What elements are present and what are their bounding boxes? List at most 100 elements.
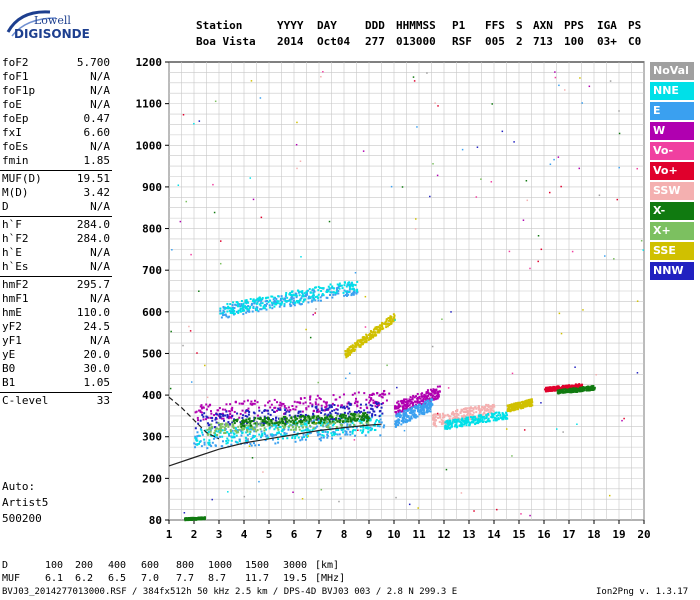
echo-point	[369, 335, 372, 338]
echo-point	[346, 427, 349, 430]
noise-point	[317, 381, 319, 384]
echo-point	[227, 432, 230, 435]
echo-point	[301, 293, 304, 296]
echo-point	[423, 413, 426, 416]
echo-point	[301, 291, 304, 294]
echo-point	[322, 434, 325, 437]
noise-point	[299, 160, 302, 162]
echo-point	[426, 389, 429, 392]
echo-point	[317, 403, 320, 406]
echo-point	[478, 411, 481, 414]
echo-point	[225, 315, 228, 318]
echo-point	[221, 412, 224, 415]
echo-point	[186, 517, 189, 520]
echo-point	[397, 414, 400, 417]
echo-point	[414, 403, 417, 406]
echo-point	[465, 420, 468, 423]
echo-point	[434, 415, 437, 418]
echo-point	[267, 424, 270, 427]
echo-point	[364, 340, 367, 343]
echo-point	[351, 281, 354, 284]
echo-point	[229, 403, 232, 406]
echo-point	[251, 300, 254, 303]
echo-point	[198, 409, 201, 412]
echo-point	[271, 422, 274, 425]
echo-point	[319, 418, 322, 421]
echo-point	[303, 396, 306, 399]
echo-point	[217, 421, 220, 424]
noise-point	[554, 76, 557, 79]
echo-point	[284, 415, 287, 418]
echo-point	[325, 421, 328, 424]
echo-point	[579, 390, 582, 393]
echo-point	[250, 304, 253, 307]
echo-point	[291, 424, 294, 427]
echo-point	[298, 299, 301, 302]
echo-point	[351, 422, 354, 425]
echo-point	[483, 405, 486, 408]
echo-point	[363, 336, 366, 339]
echo-point	[242, 313, 245, 316]
echo-point	[245, 301, 248, 304]
echo-point	[321, 292, 324, 295]
echo-point	[266, 434, 269, 437]
echo-point	[335, 426, 338, 429]
echo-point	[471, 420, 474, 423]
echo-point	[579, 388, 582, 391]
echo-point	[268, 427, 271, 430]
echo-point	[362, 412, 365, 415]
echo-point	[347, 401, 350, 404]
echo-point	[283, 303, 286, 306]
echo-point	[410, 401, 413, 404]
echo-point	[318, 416, 321, 419]
echo-point	[582, 388, 585, 391]
echo-point	[454, 412, 457, 415]
noise-point	[616, 198, 619, 201]
echo-point	[240, 427, 243, 430]
echo-point	[513, 402, 516, 405]
echo-point	[557, 390, 560, 393]
echo-point	[452, 417, 455, 420]
echo-point	[352, 412, 355, 415]
echo-point	[345, 420, 348, 423]
echo-point	[398, 418, 401, 421]
echo-point	[229, 303, 232, 306]
echo-point	[590, 385, 593, 388]
echo-point	[327, 418, 330, 421]
echo-point	[307, 422, 310, 425]
echo-point	[468, 407, 471, 410]
echo-point	[574, 387, 577, 390]
echo-point	[260, 435, 263, 438]
echo-point	[520, 407, 523, 410]
x-tick-label: 17	[562, 528, 575, 541]
echo-point	[197, 434, 200, 437]
echo-point	[274, 442, 277, 445]
param-label: foF1	[2, 70, 29, 83]
echo-point	[320, 424, 323, 427]
noise-point	[505, 428, 508, 430]
param-label: hmF2	[2, 278, 29, 291]
echo-point	[531, 401, 534, 404]
echo-point	[506, 410, 509, 413]
param-label: hmE	[2, 306, 22, 319]
echo-point	[212, 437, 215, 440]
echo-point	[304, 438, 307, 441]
echo-point	[349, 433, 352, 436]
echo-point	[294, 415, 297, 418]
echo-point	[464, 407, 467, 410]
echo-point	[485, 409, 488, 412]
echo-point	[338, 284, 341, 287]
echo-point	[343, 284, 346, 287]
echo-point	[365, 420, 368, 423]
echo-point	[336, 414, 339, 417]
echo-point	[254, 309, 257, 312]
echo-point	[304, 298, 307, 301]
echo-point	[225, 440, 228, 443]
logo-top-text: Lowell	[34, 14, 71, 27]
x-tick-label: 9	[366, 528, 373, 541]
echo-point	[359, 406, 362, 409]
echo-point	[490, 408, 493, 411]
echo-point	[572, 388, 575, 391]
echo-point	[369, 404, 372, 407]
echo-point	[336, 288, 339, 291]
